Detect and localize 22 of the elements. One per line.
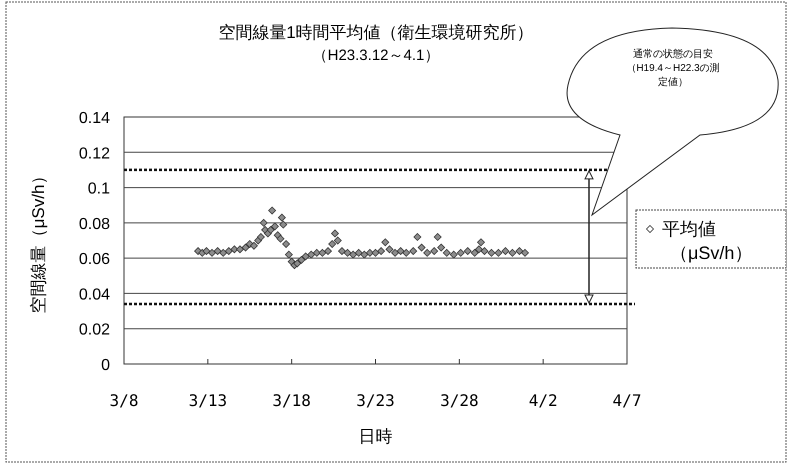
x-tick-label: 3/13 [188,391,228,410]
y-tick-label: 0.04 [78,286,110,304]
legend: 平均値（μSv/h） [636,210,786,268]
x-tick-label: 4/2 [528,391,558,410]
x-tick-label: 4/7 [612,391,642,410]
y-tick-label: 0.02 [78,322,110,339]
legend-label: 平均値（μSv/h） [662,219,752,263]
y-axis-title: 空間線量（μSv/h） [29,168,48,314]
x-tick-label: 3/18 [272,391,311,410]
y-tick-label: 0 [101,357,110,374]
x-axis-title: 日時 [358,427,392,446]
y-tick-label: 0.08 [78,216,110,233]
y-tick-label: 0.1 [88,180,110,198]
y-tick-label: 0.12 [78,145,110,162]
x-tick-label: 3/28 [440,391,479,410]
y-tick-label: 0.14 [78,110,110,127]
chart-title: 空間線量1時間平均値（衛生環境研究所） [218,23,534,42]
y-tick-label: 0.06 [78,251,110,268]
x-tick-label: 3/23 [356,391,395,410]
text: 通常の状態の目安（H19.4～H22.3の測定値） [625,48,721,90]
chart-subtitle: （H23.3.12～4.1） [312,47,440,64]
x-tick-label: 3/8 [110,391,138,410]
